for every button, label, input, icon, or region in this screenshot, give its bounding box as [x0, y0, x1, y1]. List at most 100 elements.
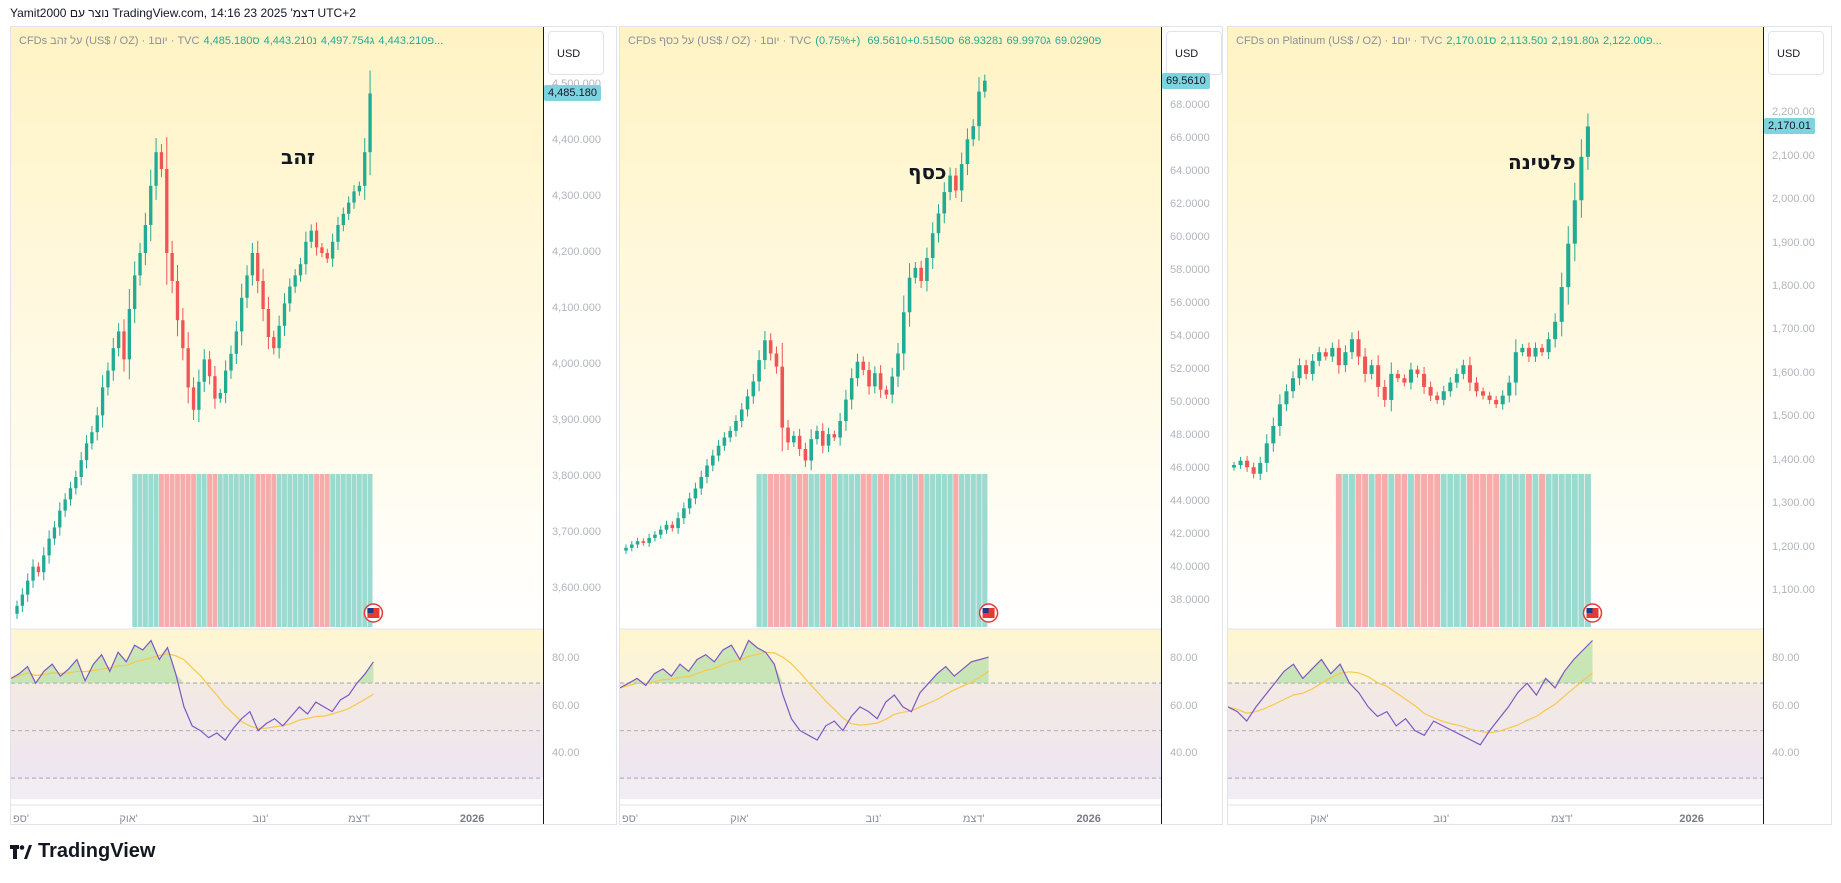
- volume-bar: [872, 474, 878, 627]
- volume-bar: [1453, 474, 1460, 627]
- candle: [1572, 200, 1577, 244]
- candle: [873, 373, 877, 387]
- volume-bar: [912, 474, 918, 627]
- chart-panel-1[interactable]: CFDs על זהב (US$ / OZ) · 1יום · TVC פ4,44…: [10, 26, 617, 825]
- volume-bar: [964, 474, 971, 627]
- last-price-label: 4,485.180: [544, 85, 601, 102]
- candle: [664, 524, 669, 530]
- candle: [1238, 460, 1243, 466]
- currency-button[interactable]: USD: [1166, 31, 1222, 75]
- candle: [325, 253, 329, 259]
- candle: [47, 538, 51, 556]
- price-axis[interactable]: USD 4,500.000 4,400.000 4,300.000 4,200.000 4…: [543, 27, 616, 824]
- legend-c: ס4,485.180...: [203, 35, 444, 47]
- candle: [52, 527, 57, 539]
- volume-bar: [1434, 474, 1441, 627]
- candle: [159, 152, 164, 169]
- price-tick: 1,700.00: [1772, 323, 1815, 336]
- volume-bar: [180, 474, 186, 627]
- candle: [739, 409, 744, 421]
- candle: [165, 169, 169, 253]
- volume-bar: [1447, 474, 1454, 627]
- candle: [774, 353, 779, 367]
- volume-bar: [1408, 474, 1414, 627]
- price-tick: 60.0000: [1170, 231, 1210, 244]
- volume-bar: [825, 474, 832, 627]
- price-axis[interactable]: USD 68.0000 66.0000 64.0000 62.0000 60.0000 58…: [1161, 27, 1222, 824]
- candle: [213, 376, 217, 399]
- legend-chg: +0.5150 (+0.75%): [815, 35, 948, 47]
- candle: [913, 267, 918, 278]
- candle: [716, 445, 721, 456]
- volume-bar: [901, 474, 907, 627]
- volume-bar: [169, 474, 175, 627]
- currency-button[interactable]: USD: [1768, 31, 1824, 75]
- rsi-band: [620, 683, 1161, 779]
- price-tick: 62.0000: [1170, 198, 1210, 211]
- candle: [722, 437, 727, 446]
- volume-bar: [148, 474, 154, 627]
- volume-bar: [1466, 474, 1473, 627]
- candle: [1533, 347, 1538, 357]
- candle: [780, 366, 785, 428]
- candle: [820, 430, 825, 446]
- candle: [170, 253, 174, 281]
- rsi-background: [1228, 629, 1763, 799]
- chart-legend[interactable]: CFDs on Platinum (US$ / OZ) · 1יום · TVC…: [1236, 35, 1662, 47]
- volume-bar: [953, 474, 959, 627]
- candle: [1356, 339, 1361, 357]
- rsi-ma-line: [1228, 671, 1593, 734]
- price-tick: 42.0000: [1170, 527, 1210, 540]
- candle: [1448, 382, 1453, 392]
- candle: [42, 555, 46, 573]
- time-axis-label: 2026: [1076, 813, 1101, 825]
- candle: [884, 389, 889, 395]
- candle: [977, 91, 981, 127]
- candle: [670, 524, 675, 529]
- candle: [965, 139, 970, 165]
- volume-bar: [1375, 474, 1382, 627]
- candle: [1454, 373, 1459, 383]
- candle: [197, 381, 201, 410]
- legend-o: פ2,122.00: [1602, 35, 1653, 47]
- candle: [711, 455, 715, 466]
- candle: [832, 434, 837, 438]
- candle: [154, 152, 158, 186]
- candle: [745, 396, 750, 410]
- price-axis[interactable]: USD 2,200.00 2,100.00 2,000.00 1,900.00 1,800…: [1763, 27, 1831, 824]
- candle: [983, 80, 987, 92]
- candle: [751, 381, 756, 397]
- volume-bar: [319, 474, 325, 627]
- candle: [948, 175, 952, 193]
- rsi-overbought-fill: [11, 640, 374, 684]
- volume-bar: [797, 474, 803, 627]
- volume-bar: [1493, 474, 1500, 627]
- time-axis-label: נוב': [252, 813, 269, 825]
- candle: [277, 325, 281, 349]
- chart-legend[interactable]: CFDs על זהב (US$ / OZ) · 1יום · TVC פ4,44…: [19, 35, 443, 47]
- chart-legend[interactable]: CFDs על כסף (US$ / OZ) · 1יום · TVC פ69.0…: [628, 35, 1101, 47]
- candle: [1526, 347, 1531, 357]
- candle: [1546, 339, 1551, 353]
- candle: [100, 387, 105, 416]
- rsi-line: [11, 639, 374, 741]
- candle: [890, 376, 894, 395]
- candle: [363, 152, 367, 186]
- tradingview-logo[interactable]: TradingView: [10, 840, 155, 863]
- price-tick: 3,900.000: [552, 414, 601, 426]
- volume-bar: [201, 474, 207, 627]
- candle: [1441, 391, 1446, 400]
- candle: [1481, 391, 1486, 396]
- volume-bar: [1440, 474, 1447, 627]
- volume-bar: [1394, 474, 1401, 627]
- chart-panel-3[interactable]: CFDs on Platinum (US$ / OZ) · 1יום · TVC…: [1227, 26, 1832, 825]
- currency-button[interactable]: USD: [548, 31, 604, 75]
- candle: [1559, 287, 1564, 322]
- candle: [266, 309, 271, 337]
- volume-bar: [340, 474, 346, 627]
- candle: [629, 544, 634, 548]
- volume-bar: [791, 474, 797, 627]
- time-axis-label: ספ': [622, 813, 638, 825]
- candle: [763, 340, 767, 361]
- chart-panel-2[interactable]: CFDs על כסף (US$ / OZ) · 1יום · TVC פ69.0…: [619, 26, 1223, 825]
